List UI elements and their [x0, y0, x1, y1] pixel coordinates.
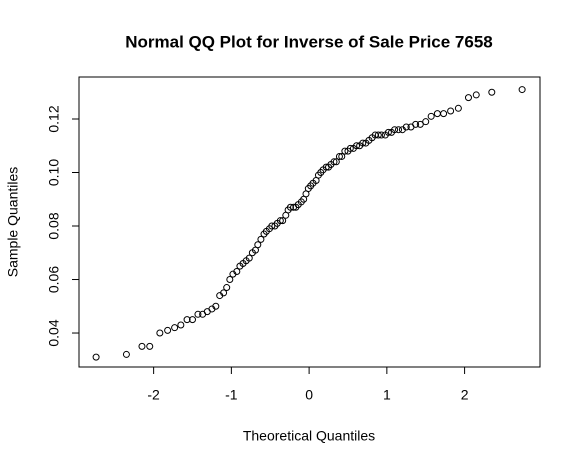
point	[177, 321, 185, 329]
point	[212, 302, 220, 310]
x-tick-label: -2	[147, 387, 160, 403]
point	[156, 329, 164, 337]
x-tick-label: 2	[461, 387, 469, 403]
point	[194, 310, 202, 318]
point	[384, 128, 392, 136]
point	[447, 107, 455, 115]
point	[189, 316, 197, 324]
x-tick-label: 1	[383, 387, 391, 403]
y-tick-label: 0.04	[46, 319, 62, 346]
point	[464, 94, 472, 102]
y-tick-label: 0.08	[46, 212, 62, 239]
point	[171, 324, 179, 332]
point	[332, 158, 340, 166]
point	[223, 284, 231, 292]
point	[518, 86, 526, 94]
point	[377, 131, 385, 139]
point	[338, 152, 346, 160]
point	[454, 104, 462, 112]
point	[92, 353, 100, 361]
point	[138, 342, 146, 350]
y-tick-label: 0.12	[46, 105, 62, 132]
point	[416, 120, 424, 128]
point	[412, 120, 420, 128]
point	[220, 289, 228, 297]
point	[286, 203, 294, 211]
point	[268, 222, 276, 230]
point	[395, 126, 403, 134]
point	[276, 217, 284, 225]
point	[233, 267, 241, 275]
y-tick-label: 0.06	[46, 266, 62, 293]
point	[440, 110, 448, 118]
plot-frame	[78, 76, 541, 368]
point	[353, 142, 361, 150]
point	[254, 241, 262, 249]
point	[226, 276, 234, 284]
point	[245, 254, 253, 262]
point	[122, 350, 130, 358]
point	[422, 118, 430, 126]
point	[183, 316, 191, 324]
point	[433, 110, 441, 118]
point	[374, 131, 382, 139]
point	[472, 91, 480, 99]
y-axis-label: Sample Quantiles	[5, 167, 21, 278]
x-tick-label: -1	[225, 387, 238, 403]
x-tick-label: 0	[305, 387, 313, 403]
point	[402, 123, 410, 131]
point	[488, 88, 496, 96]
point	[164, 326, 172, 334]
point	[427, 112, 435, 120]
point	[279, 217, 287, 225]
point	[359, 139, 367, 147]
point	[146, 342, 154, 350]
point	[335, 152, 343, 160]
point	[330, 158, 338, 166]
point	[341, 147, 349, 155]
point	[391, 126, 399, 134]
chart-title: Normal QQ Plot for Inverse of Sale Price…	[125, 32, 493, 51]
point	[257, 235, 265, 243]
point	[346, 144, 354, 152]
y-tick-label: 0.10	[46, 159, 62, 186]
x-axis-label: Theoretical Quantiles	[243, 428, 375, 444]
